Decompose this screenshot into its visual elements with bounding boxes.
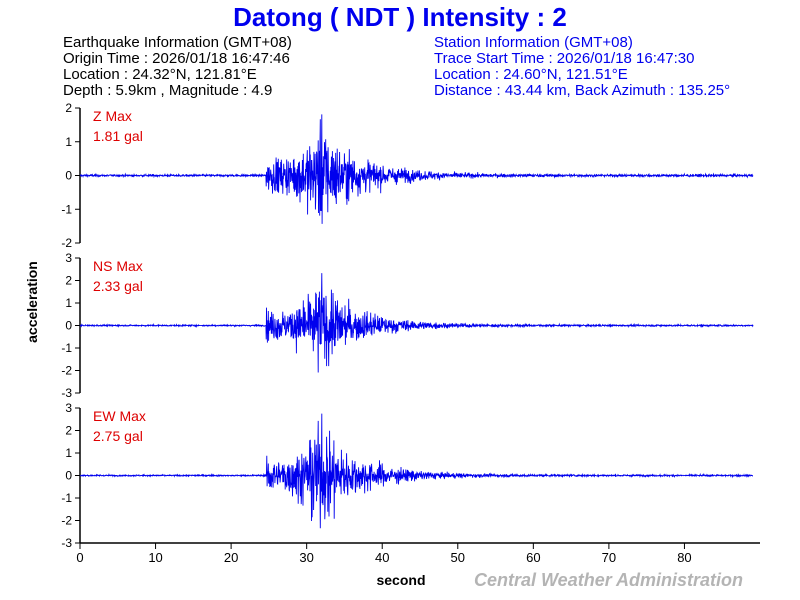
earthquake-info-header: Earthquake Information (GMT+08)	[63, 34, 292, 51]
origin-time: Origin Time : 2026/01/18 16:47:46	[63, 50, 290, 67]
y-tick-label-ns: -2	[61, 364, 72, 378]
y-tick-label-ns: 2	[65, 274, 72, 288]
y-tick-label-ew: 3	[65, 401, 72, 415]
y-tick-label-ew: -2	[61, 514, 72, 528]
y-tick-label-ew: 1	[65, 446, 72, 460]
max-value-ns: 2.33 gal	[93, 278, 143, 294]
trace-ns	[79, 273, 754, 373]
chart-title: Datong ( NDT ) Intensity : 2	[233, 2, 567, 32]
station-info: Station Information (GMT+08) Trace Start…	[434, 35, 730, 99]
agency-credit: Central Weather Administration	[474, 570, 744, 590]
trace-ew	[79, 413, 754, 529]
y-axis-label: acceleration	[24, 261, 40, 343]
trace-z	[79, 114, 754, 224]
trace-start-time: Trace Start Time : 2026/01/18 16:47:30	[434, 50, 695, 67]
y-tick-label-z: 1	[65, 135, 72, 149]
y-tick-label-ew: 2	[65, 424, 72, 438]
depth-magnitude: Depth : 5.9km , Magnitude : 4.9	[63, 82, 273, 99]
y-tick-label-z: 2	[65, 101, 72, 115]
max-label-ns: NS Max	[93, 258, 143, 274]
y-tick-label-ew: -3	[61, 536, 72, 550]
earthquake-info: Earthquake Information (GMT+08) Origin T…	[63, 35, 292, 99]
y-tick-label-ns: -1	[61, 341, 72, 355]
distance-azimuth: Distance : 43.44 km, Back Azimuth : 135.…	[434, 82, 731, 99]
max-label-ew: EW Max	[93, 408, 146, 424]
x-tick-label: 0	[76, 550, 83, 565]
x-tick-label: 10	[148, 550, 162, 565]
y-tick-label-ew: -1	[61, 491, 72, 505]
max-value-z: 1.81 gal	[93, 128, 143, 144]
y-tick-label-ns: 3	[65, 251, 72, 265]
y-tick-label-z: -2	[61, 236, 72, 250]
x-tick-label: 60	[526, 550, 540, 565]
station-location: Location : 24.60°N, 121.51°E	[434, 66, 628, 83]
x-tick-label: 30	[299, 550, 313, 565]
x-tick-label: 50	[451, 550, 465, 565]
x-tick-label: 20	[224, 550, 238, 565]
x-tick-label: 70	[602, 550, 616, 565]
max-label-z: Z Max	[93, 108, 132, 124]
y-tick-label-ew: 0	[65, 469, 72, 483]
y-tick-label-z: -1	[61, 202, 72, 216]
x-tick-label: 40	[375, 550, 389, 565]
epicenter-location: Location : 24.32°N, 121.81°E	[63, 66, 257, 83]
max-value-ew: 2.75 gal	[93, 428, 143, 444]
x-tick-label: 80	[677, 550, 691, 565]
y-tick-label-z: 0	[65, 169, 72, 183]
y-tick-label-ns: 0	[65, 319, 72, 333]
x-axis-label: second	[376, 572, 425, 588]
y-tick-label-ns: 1	[65, 296, 72, 310]
y-tick-label-ns: -3	[61, 386, 72, 400]
station-info-header: Station Information (GMT+08)	[434, 34, 633, 51]
